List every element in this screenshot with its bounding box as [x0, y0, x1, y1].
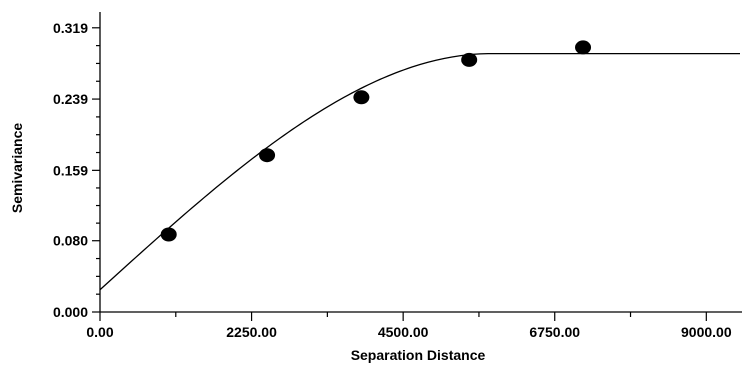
data-point	[575, 40, 592, 55]
x-tick-label: 6750.00	[529, 324, 580, 340]
axes	[99, 12, 742, 313]
x-tick-label: 0.00	[86, 324, 113, 340]
data-point	[353, 90, 370, 105]
data-point	[461, 52, 478, 67]
model-curve	[99, 52, 740, 291]
y-tick-label: 0.159	[53, 162, 88, 178]
y-tick-label: 0.080	[53, 233, 88, 249]
data-points	[160, 40, 592, 242]
y-ticks: 0.000 0.080 0.159 0.239 0.319	[53, 20, 100, 320]
y-tick-label: 0.319	[53, 20, 88, 36]
data-point	[259, 148, 276, 163]
y-tick-label: 0.000	[53, 304, 88, 320]
x-tick-label: 2250.00	[226, 324, 277, 340]
x-tick-label: 4500.00	[378, 324, 429, 340]
x-axis-title: Separation Distance	[351, 347, 486, 363]
data-point	[160, 227, 177, 242]
y-axis-title: Semivariance	[9, 123, 25, 213]
y-tick-label: 0.239	[53, 91, 88, 107]
x-ticks: 0.00 2250.00 4500.00 6750.00 9000.00	[86, 312, 732, 340]
x-tick-label: 9000.00	[681, 324, 732, 340]
